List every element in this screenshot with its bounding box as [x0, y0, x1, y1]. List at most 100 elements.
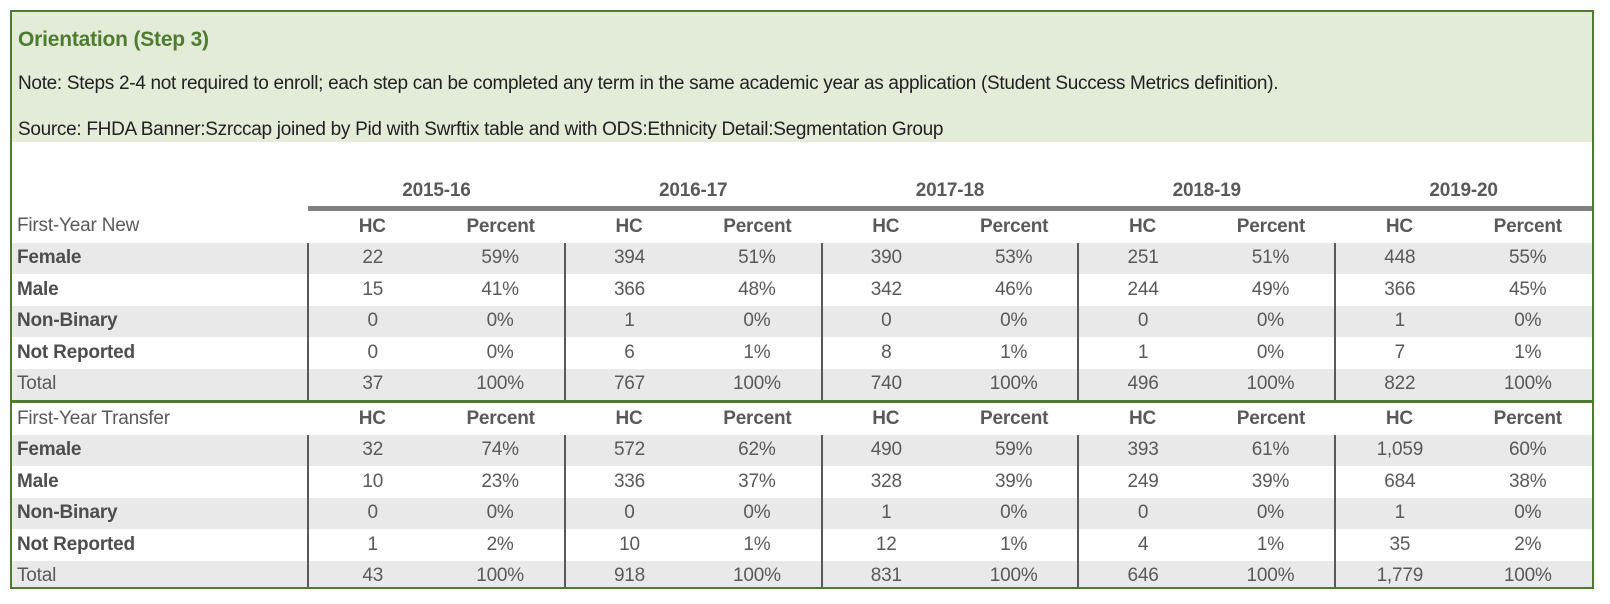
data-cell: 918	[563, 560, 694, 587]
data-cell: 1	[1077, 337, 1207, 369]
data-cell: 740	[820, 368, 950, 402]
data-cell: 0	[307, 337, 437, 369]
hc-header: HC	[358, 215, 386, 237]
data-cell: 4	[1077, 529, 1207, 561]
hc-header: HC	[564, 400, 694, 435]
data-cell: 100%	[693, 368, 822, 402]
data-cell: 0%	[1206, 305, 1336, 337]
table-row: Male 10 23% 336 37% 328 39% 249 39% 684 38%	[12, 466, 1592, 498]
table-row: Male 15 41% 366 48% 342 46% 244 49% 366 45%	[12, 274, 1592, 306]
data-cell: 0%	[486, 341, 514, 363]
data-cell: 1	[1334, 497, 1464, 529]
hc-header: HC	[1078, 400, 1207, 435]
data-cell: 0%	[693, 305, 822, 337]
data-cell: 38%	[1509, 470, 1547, 492]
data-cell: 1	[1334, 305, 1464, 337]
data-cell: 45%	[1509, 278, 1547, 300]
data-cell: 366	[1334, 274, 1464, 306]
hc-header: HC	[1385, 215, 1413, 237]
data-cell: 49%	[1251, 278, 1290, 300]
report-header: Orientation (Step 3) Note: Steps 2-4 not…	[12, 12, 1592, 142]
table-row: Non-Binary 0 0% 1 0% 0 0% 0 0% 1 0%	[12, 305, 1592, 337]
table-row: Total 43 100% 918 100% 831 100% 646 100% 1,779 100…	[12, 560, 1592, 587]
data-cell: 51%	[693, 242, 822, 274]
table-row: Total 37 100% 767 100% 740 100% 496 100% 822 100%	[12, 368, 1592, 402]
table-corner	[12, 166, 308, 209]
data-cell: 0	[820, 305, 950, 337]
data-cell: 61%	[1206, 434, 1336, 466]
data-cell: 100%	[693, 560, 822, 587]
data-cell: 46%	[994, 278, 1033, 300]
percent-header: Percent	[980, 215, 1049, 237]
percent-header: Percent	[436, 400, 565, 435]
data-cell: 10	[563, 529, 694, 561]
data-cell: 496	[1077, 368, 1207, 402]
data-cell: 53%	[949, 242, 1079, 274]
data-cell: 393	[1077, 434, 1207, 466]
data-cell: 41%	[481, 278, 519, 300]
row-label: Total	[12, 560, 309, 587]
percent-header: Percent	[1206, 400, 1336, 435]
row-label: Male	[17, 278, 59, 300]
data-cell: 1%	[1000, 533, 1028, 555]
data-cell: 74%	[436, 434, 565, 466]
orientation-table: 2015-16 2016-17 2017-18 2018-19 2019-20 Firs…	[12, 166, 1592, 587]
data-cell: 251	[1077, 242, 1207, 274]
data-cell: 39%	[994, 470, 1033, 492]
data-cell: 62%	[693, 434, 822, 466]
data-cell: 0%	[436, 497, 565, 529]
data-cell: 59%	[436, 242, 565, 274]
data-cell: 100%	[949, 560, 1079, 587]
year-header: 2016-17	[564, 166, 822, 211]
data-cell: 0%	[949, 305, 1079, 337]
section-label: First-Year New	[17, 214, 140, 236]
data-cell: 0	[1077, 305, 1207, 337]
table-row: Female 32 74% 572 62% 490 59% 393 61% 1,059 60%	[12, 434, 1592, 466]
data-cell: 0	[307, 305, 437, 337]
data-cell: 39%	[1251, 470, 1290, 492]
data-cell: 23%	[481, 470, 519, 492]
data-cell: 572	[563, 434, 694, 466]
data-cell: 2%	[486, 533, 514, 555]
data-cell: 15	[307, 274, 437, 306]
data-cell: 448	[1334, 242, 1464, 274]
data-cell: 249	[1077, 466, 1207, 498]
data-cell: 0	[1077, 497, 1207, 529]
data-cell: 831	[820, 560, 950, 587]
data-cell: 6	[563, 337, 694, 369]
data-cell: 0	[307, 497, 437, 529]
data-cell: 100%	[436, 560, 565, 587]
data-cell: 394	[563, 242, 694, 274]
data-cell: 490	[820, 434, 950, 466]
data-cell: 0%	[1206, 497, 1336, 529]
data-cell: 100%	[1463, 368, 1592, 402]
data-cell: 1%	[1256, 533, 1284, 555]
table-row: Not Reported 0 0% 6 1% 8 1% 1 0% 7 1%	[12, 337, 1592, 369]
data-cell: 100%	[1206, 368, 1336, 402]
data-cell: 0	[563, 497, 694, 529]
row-label: Male	[17, 470, 59, 492]
row-label: Female	[12, 242, 309, 274]
data-cell: 43	[307, 560, 437, 587]
data-cell: 244	[1077, 274, 1207, 306]
percent-header: Percent	[949, 400, 1079, 435]
data-cell: 1	[563, 305, 694, 337]
data-cell: 1%	[743, 533, 771, 555]
data-cell: 0%	[1463, 305, 1592, 337]
data-cell: 37%	[738, 470, 776, 492]
data-cell: 342	[820, 274, 950, 306]
data-cell: 1%	[743, 341, 771, 363]
section-header-row: First-Year Transfer HC Percent HC Percent HC P…	[12, 400, 1592, 435]
year-header: 2019-20	[1335, 166, 1592, 211]
data-cell: 0%	[436, 305, 565, 337]
data-cell: 0%	[1463, 497, 1592, 529]
percent-header: Percent	[1493, 215, 1563, 237]
data-cell: 37	[307, 368, 437, 402]
data-cell: 390	[820, 242, 950, 274]
data-cell: 35	[1334, 529, 1464, 561]
row-label: Non-Binary	[12, 305, 309, 337]
year-header-row: 2015-16 2016-17 2017-18 2018-19 2019-20	[12, 166, 1592, 211]
hc-header: HC	[1335, 400, 1464, 435]
data-cell: 767	[563, 368, 694, 402]
